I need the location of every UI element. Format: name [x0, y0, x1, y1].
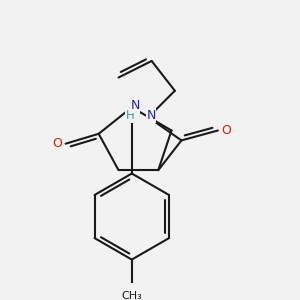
Text: N: N — [146, 109, 156, 122]
Text: O: O — [221, 124, 231, 137]
Text: N: N — [130, 99, 140, 112]
Text: O: O — [52, 137, 62, 150]
Text: H: H — [126, 109, 134, 122]
Text: CH₃: CH₃ — [122, 291, 142, 300]
